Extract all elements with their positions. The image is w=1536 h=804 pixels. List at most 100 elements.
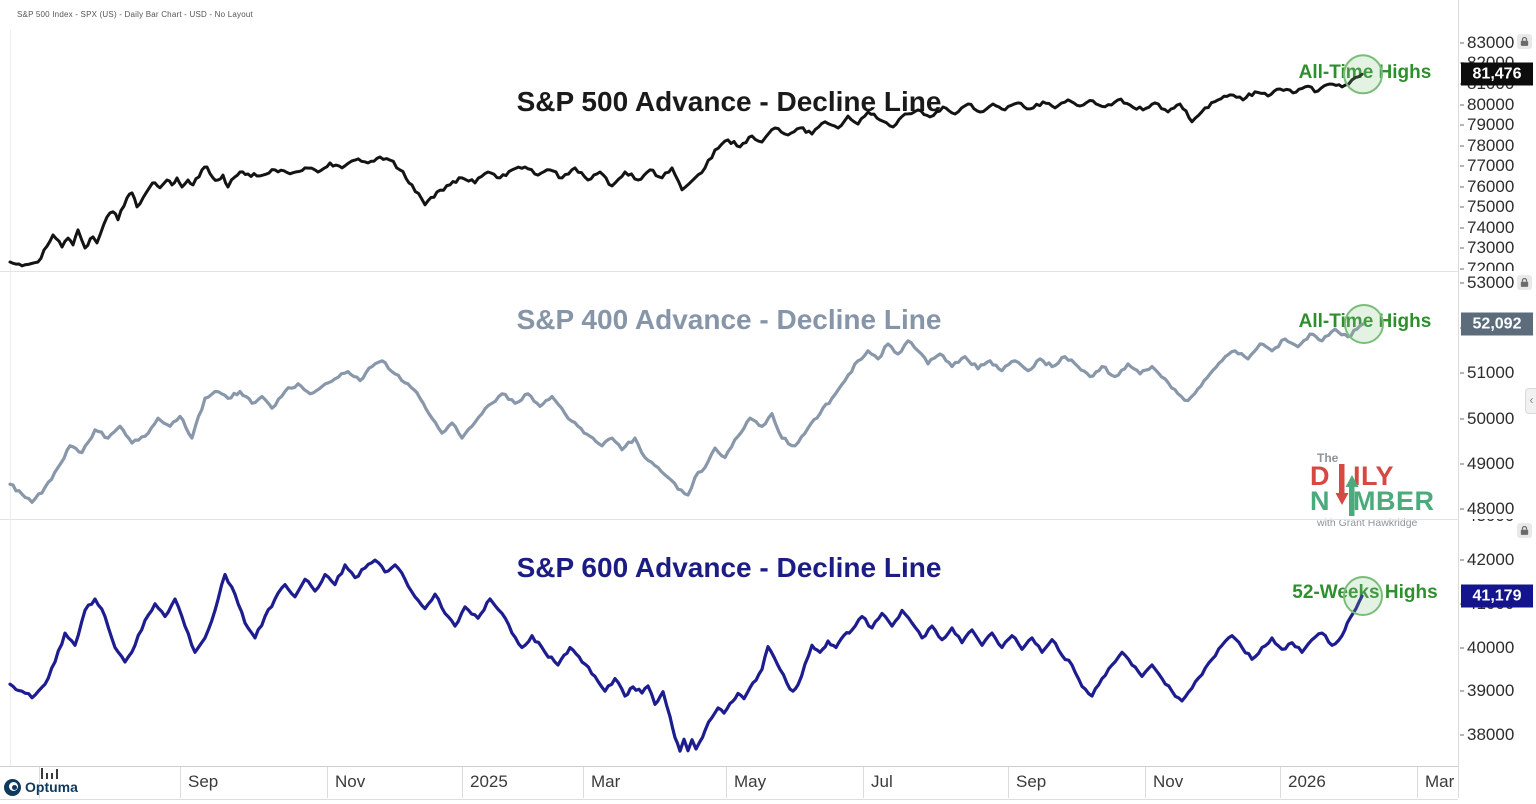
y-tick-label: 76000: [1467, 176, 1515, 196]
y-tick-mark: [1460, 185, 1464, 188]
collapse-chevron-icon[interactable]: ‹: [1525, 388, 1536, 414]
x-axis-label: Nov: [335, 772, 366, 791]
y-tick-mark: [1460, 417, 1464, 420]
y-tick-mark: [1460, 462, 1464, 465]
logo-number: N MBER: [1310, 486, 1435, 516]
y-tick-label: 78000: [1467, 135, 1515, 155]
logo-tagline: with Grant Hawkridge: [1317, 517, 1418, 529]
y-tick-label: 50000: [1467, 408, 1515, 428]
y-axis-panel-1[interactable]: 8300082000810008000079000780007700076000…: [1459, 30, 1536, 271]
x-axis-label: 2026: [1288, 772, 1326, 791]
y-tick-label: 49000: [1467, 453, 1515, 473]
y-tick-mark: [1460, 226, 1464, 229]
advance-decline-line-3: [8, 558, 1364, 753]
panel2-annotation: All-Time Highs: [1298, 311, 1432, 332]
y-tick-mark: [1460, 144, 1464, 147]
y-tick-label: 80000: [1467, 94, 1515, 114]
x-axis-cell: [1280, 767, 1418, 798]
panel-separator: [0, 271, 1536, 272]
y-tick-mark: [1460, 206, 1464, 209]
plot-left-border: [10, 30, 11, 766]
y-tick-label: 83000: [1467, 32, 1515, 52]
y-tick-label: 48000: [1467, 499, 1515, 519]
optuma-watermark: Optuma: [4, 776, 78, 798]
highlight-circle-annotation: [1344, 304, 1384, 344]
y-tick-label: 75000: [1467, 197, 1515, 217]
y-tick-mark: [1460, 690, 1464, 693]
y-tick-label: 39000: [1467, 681, 1515, 701]
y-tick-label: 51000: [1467, 363, 1515, 383]
x-axis-cell: [863, 767, 1009, 798]
x-axis-cell: [39, 767, 181, 798]
x-axis-cell: [180, 767, 328, 798]
y-tick-label: 38000: [1467, 724, 1515, 744]
logo-daily: D ILY: [1310, 461, 1395, 491]
y-tick-label: 79000: [1467, 115, 1515, 135]
y-tick-label: 53000: [1467, 272, 1515, 292]
daily-number-logo: The D ILY N MBER with Grant Hawkridge: [1310, 451, 1470, 533]
lock-icon[interactable]: [1517, 275, 1532, 290]
lock-icon[interactable]: [1517, 523, 1532, 538]
price-badge: 52,092: [1461, 312, 1533, 336]
y-tick-mark: [1460, 559, 1464, 562]
panel-3-canvas[interactable]: [0, 519, 1458, 766]
x-axis-label: Jul: [871, 772, 893, 791]
panel1-title: S&P 500 Advance - Decline Line: [516, 86, 942, 117]
price-badge: 81,476: [1461, 62, 1533, 86]
panel-1-canvas[interactable]: [0, 30, 1458, 271]
x-axis-label: Sep: [1016, 772, 1047, 791]
x-axis-label: May: [734, 772, 767, 791]
y-tick-mark: [1460, 247, 1464, 250]
panel-separator: [0, 519, 1536, 520]
y-tick-mark: [1460, 508, 1464, 511]
x-axis-label: Mar: [1425, 772, 1455, 791]
x-axis-cell: [1145, 767, 1281, 798]
x-axis-label: Mar: [591, 772, 621, 791]
y-tick-mark: [1460, 372, 1464, 375]
highlight-circle-annotation: [1343, 54, 1383, 95]
y-axis-panel-2[interactable]: 53000520005100050000490004800052,092: [1459, 271, 1536, 519]
y-tick-label: 43000: [1467, 519, 1514, 526]
highlight-circle-annotation: [1343, 576, 1383, 616]
y-tick-label: 73000: [1467, 238, 1515, 258]
x-axis[interactable]: Sep Nov 2025 Mar May Jul Sep Nov 2026 Mar: [0, 766, 1458, 800]
logo-the: The: [1317, 451, 1339, 465]
chart-breadcrumb: S&P 500 Index - SPX (US) - Daily Bar Cha…: [17, 10, 253, 19]
y-tick-mark: [1460, 733, 1464, 736]
title-bar: S&P 500 Index - SPX (US) - Daily Bar Cha…: [0, 0, 1536, 31]
y-tick-label: 42000: [1467, 550, 1515, 570]
x-axis-cell: [1008, 767, 1146, 798]
x-axis-cell: [327, 767, 463, 798]
advance-decline-line-2: [8, 322, 1365, 504]
x-axis-cell: [462, 767, 584, 798]
optuma-label: Optuma: [25, 779, 78, 795]
x-axis-cell: [726, 767, 864, 798]
panel-2-canvas[interactable]: [0, 271, 1458, 519]
y-tick-mark: [1460, 267, 1464, 270]
price-badge: 41,179: [1461, 584, 1533, 608]
y-tick-mark: [1460, 124, 1464, 127]
y-tick-label: 74000: [1467, 217, 1515, 237]
y-axis-panel-3[interactable]: 4300042000410004000039000380003700041,17…: [1459, 519, 1536, 766]
panel1-annotation: All-Time Highs: [1298, 62, 1432, 83]
x-axis-label: 2025: [470, 772, 508, 791]
panel3-title: S&P 600 Advance - Decline Line: [516, 552, 942, 583]
y-axis[interactable]: 8300082000810008000079000780007700076000…: [1458, 0, 1536, 798]
lock-icon[interactable]: [1517, 34, 1532, 49]
y-tick-mark: [1460, 646, 1464, 649]
y-tick-label: 40000: [1467, 637, 1515, 657]
optuma-logo-icon: [4, 778, 21, 796]
volume-bars-icon[interactable]: [41, 767, 61, 779]
x-axis-label: Nov: [1153, 772, 1184, 791]
x-axis-cell: [583, 767, 727, 798]
x-axis-label: Sep: [188, 772, 219, 791]
y-tick-mark: [1460, 41, 1464, 44]
logo-arrows-icon: [1335, 464, 1359, 516]
panel2-title: S&P 400 Advance - Decline Line: [516, 304, 942, 335]
chart-plot-area[interactable]: S&P 500 Advance - Decline Line S&P 400 A…: [0, 30, 1458, 766]
y-tick-mark: [1460, 281, 1464, 284]
y-tick-label: 77000: [1467, 156, 1515, 176]
advance-decline-line-1: [8, 72, 1364, 268]
x-axis-cell: [1417, 767, 1459, 798]
